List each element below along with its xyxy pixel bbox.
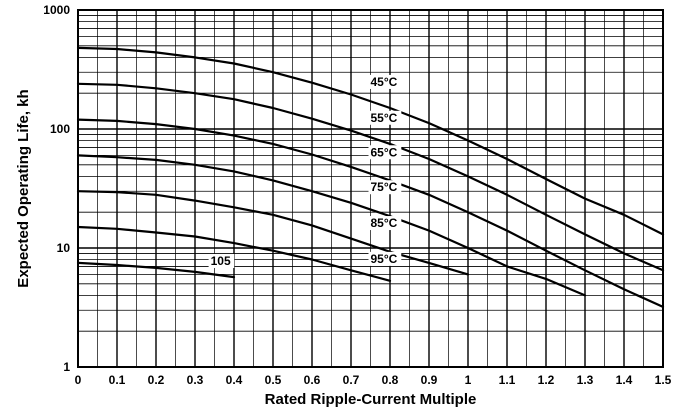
x-tick-label: 0.8 [382,373,399,387]
x-tick-label: 0.1 [109,373,126,387]
x-tick-label: 0.5 [265,373,282,387]
series-label: 75°C [371,180,398,194]
x-tick-label: 1.1 [499,373,516,387]
x-tick-label: 1.5 [655,373,672,387]
series-label: 95°C [371,252,398,266]
y-tick-label: 100 [50,122,70,136]
series-label: 65°C [371,145,398,159]
x-tick-label: 0 [75,373,82,387]
x-tick-label: 0.6 [304,373,321,387]
series-label: 55°C [371,111,398,125]
x-tick-label: 0.4 [226,373,243,387]
x-axis-title: Rated Ripple-Current Multiple [265,391,477,408]
x-tick-label: 0.2 [148,373,165,387]
x-tick-label: 0.3 [187,373,204,387]
y-tick-label: 1 [63,360,70,374]
x-tick-label: 0.7 [343,373,360,387]
series-label: 45°C [371,75,398,89]
y-tick-label: 1000 [43,3,70,17]
y-axis-title: Expected Operating Life, kh [15,89,32,287]
series-label: 85°C [371,216,398,230]
series-label: 105 [211,254,231,268]
x-tick-label: 1.2 [538,373,555,387]
x-tick-label: 1.3 [577,373,594,387]
x-tick-label: 0.9 [421,373,438,387]
x-tick-label: 1 [465,373,472,387]
x-tick-label: 1.4 [616,373,633,387]
y-tick-label: 10 [57,241,71,255]
